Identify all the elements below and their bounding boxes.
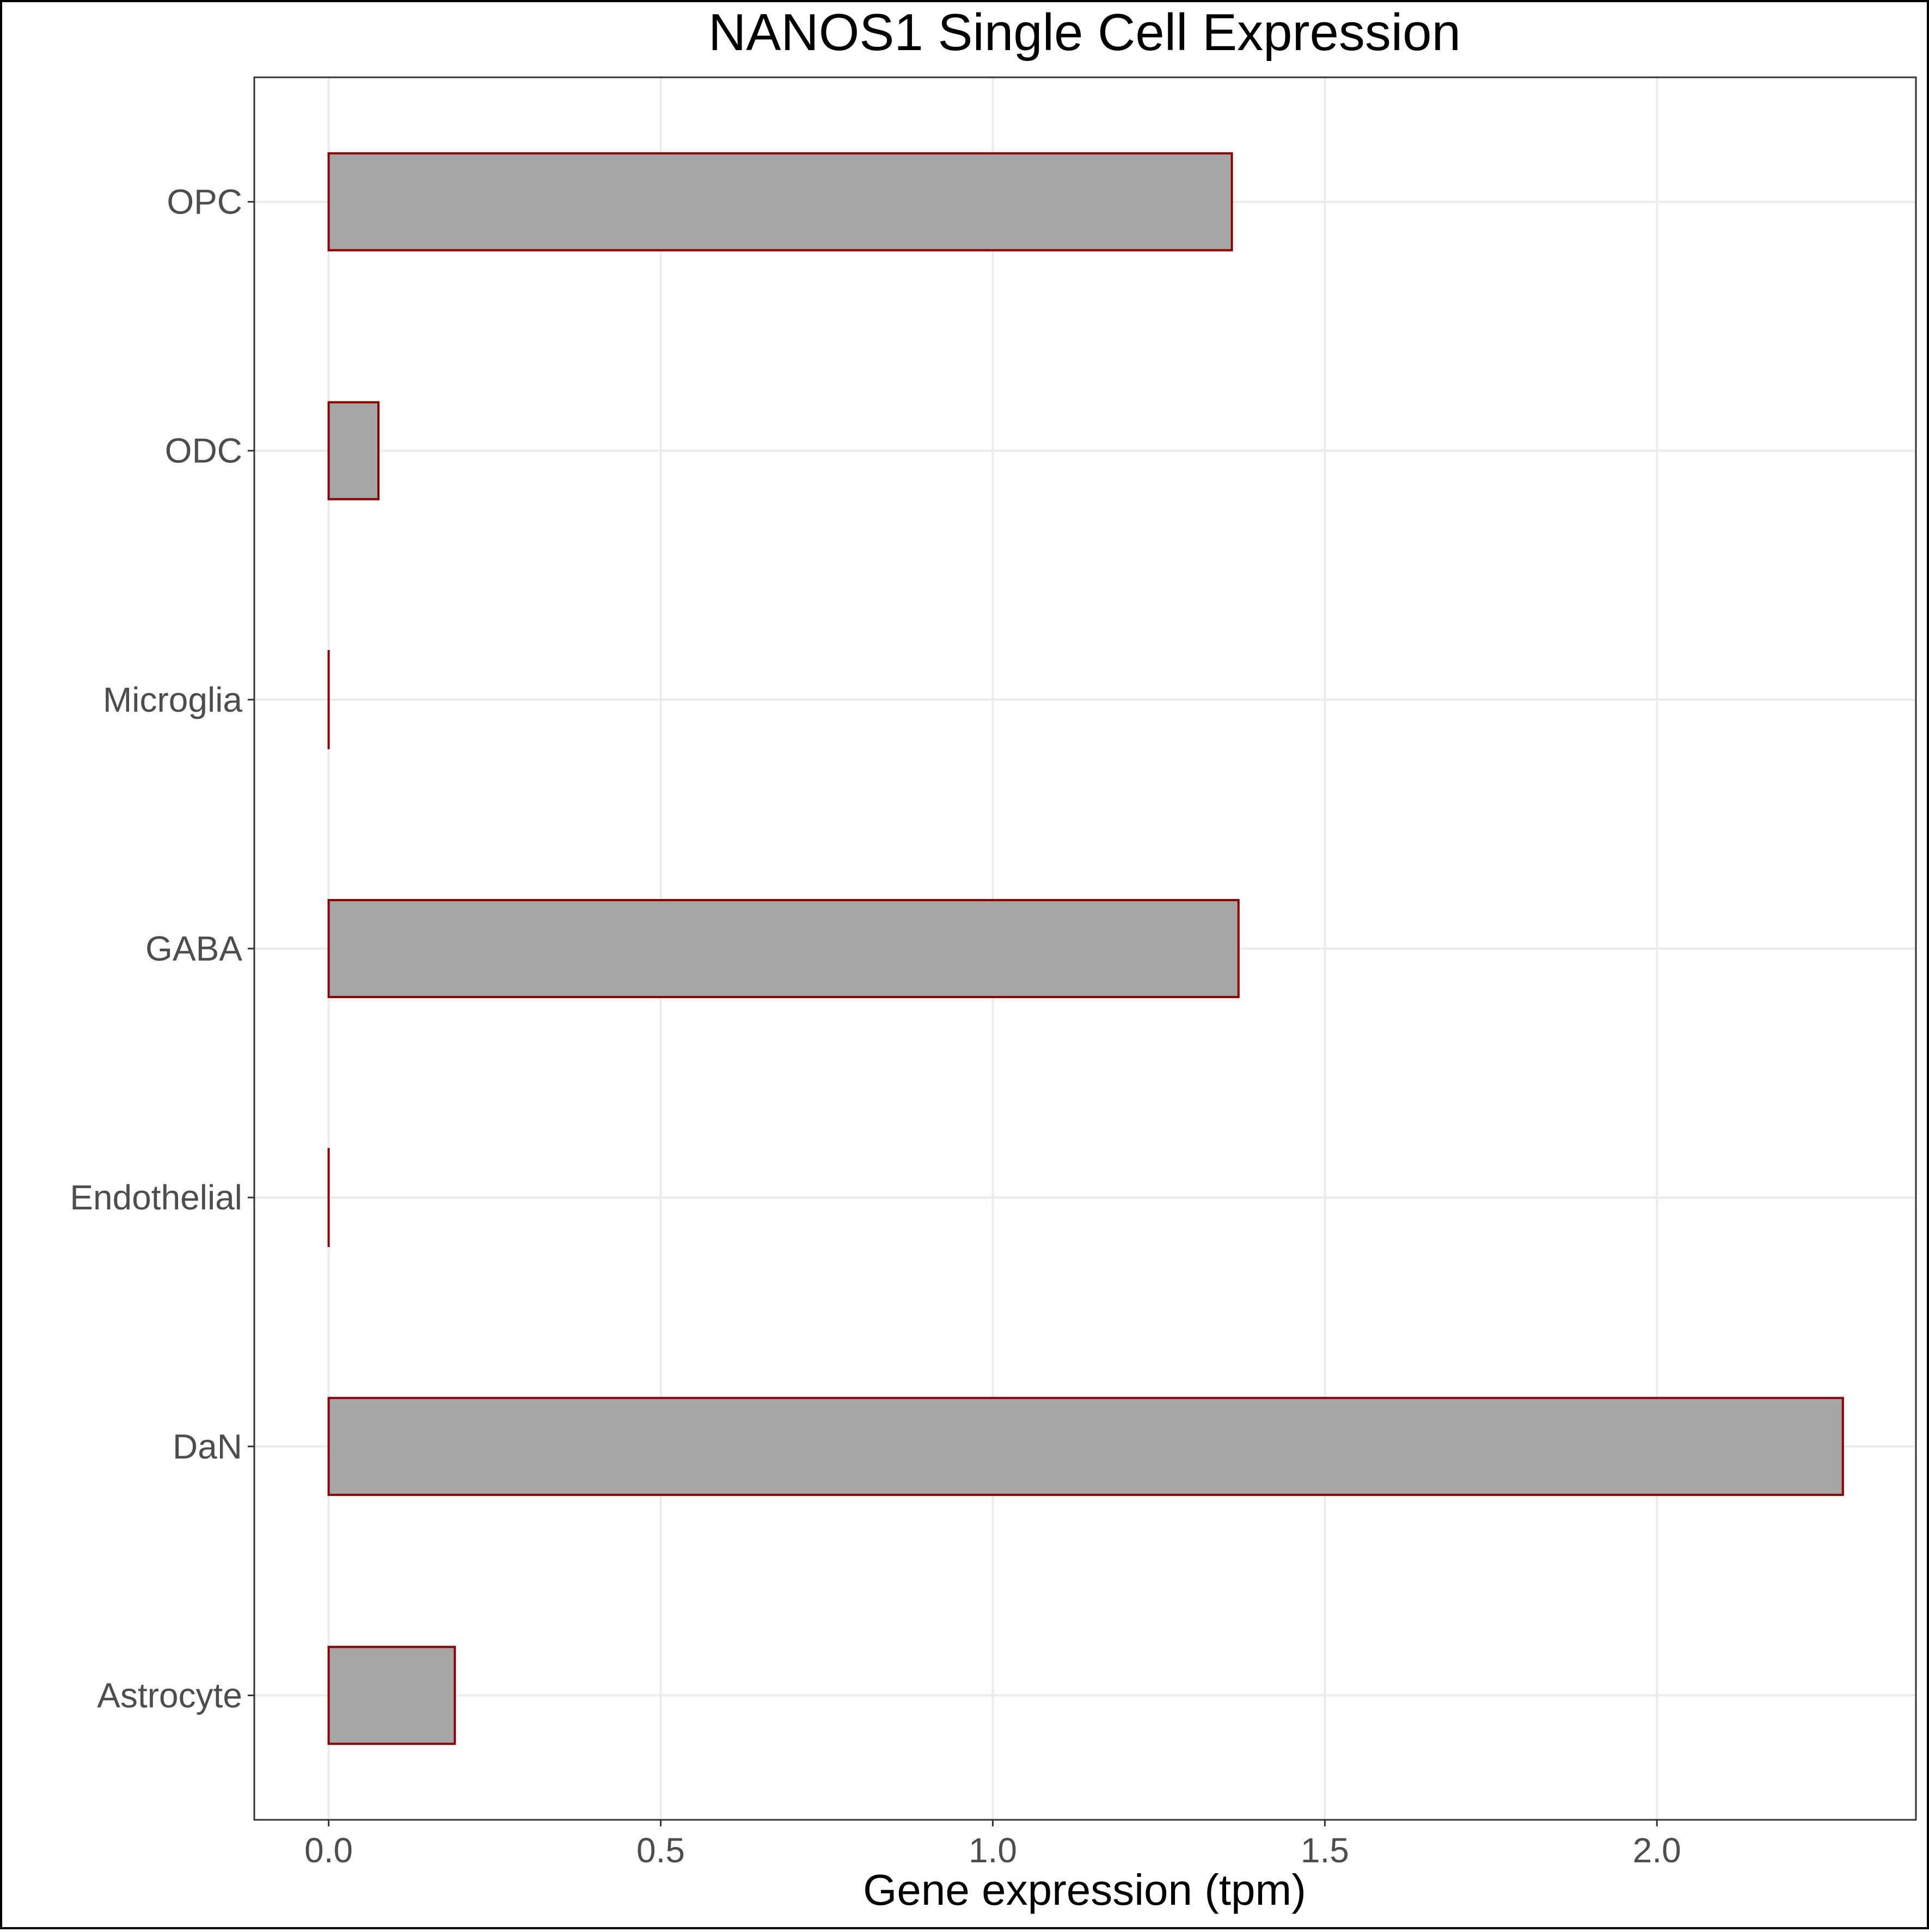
- y-tick-label-astrocyte: Astrocyte: [97, 1676, 242, 1715]
- bar-dan: [329, 1398, 1843, 1495]
- x-tick-label-2: 1.0: [969, 1831, 1017, 1870]
- x-tick-label-1: 0.5: [636, 1831, 685, 1870]
- x-axis: 0.0 0.5 1.0 1.5 2.0: [304, 1820, 1681, 1870]
- y-tick-label-endothelial: Endothelial: [70, 1178, 242, 1217]
- x-tick-label-4: 2.0: [1633, 1831, 1681, 1870]
- bar-opc: [329, 154, 1232, 250]
- chart-title: NANOS1 Single Cell Expression: [708, 3, 1461, 62]
- bar-odc: [329, 402, 378, 499]
- y-tick-label-dan: DaN: [173, 1427, 242, 1466]
- x-axis-title: Gene expression (tpm): [863, 1866, 1306, 1914]
- y-tick-label-microglia: Microglia: [103, 680, 242, 719]
- y-tick-label-gaba: GABA: [145, 929, 242, 968]
- bar-astrocyte: [329, 1647, 455, 1744]
- bar-gaba: [329, 900, 1239, 997]
- x-tick-label-0: 0.0: [304, 1831, 353, 1870]
- y-axis: OPC ODC Microglia GABA Endothelial DaN Astrocy…: [70, 182, 254, 1715]
- y-tick-label-odc: ODC: [165, 431, 242, 470]
- x-tick-label-3: 1.5: [1301, 1831, 1349, 1870]
- y-tick-label-opc: OPC: [167, 182, 242, 222]
